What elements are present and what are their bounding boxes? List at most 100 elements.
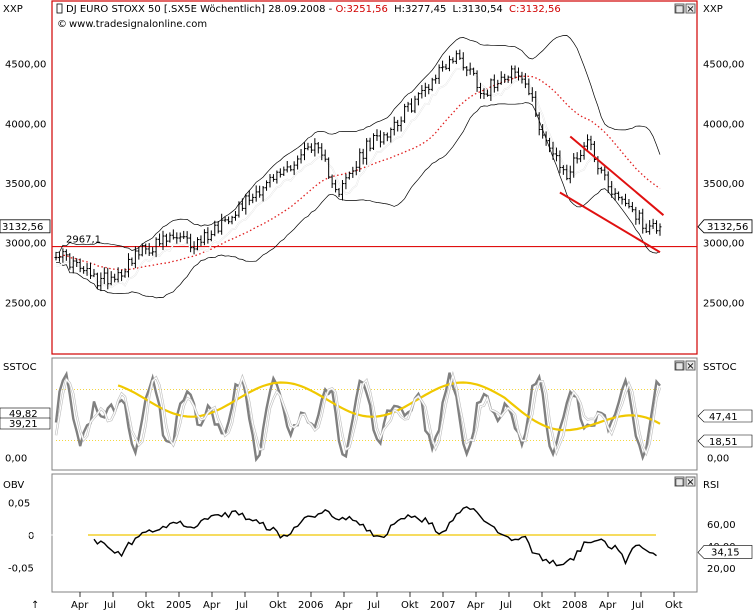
price-bar — [358, 148, 362, 172]
maximize-button[interactable] — [674, 3, 685, 14]
price-bar — [568, 165, 572, 184]
title-bar: DJ EURO STOXX 50 [.SX5E Wöchentlich] 28.… — [56, 3, 561, 30]
price-bar — [520, 71, 524, 84]
x-axis: Apr Jul Okt 2005 Apr Jul Okt 2006 Apr Jul Okt 2007 A… — [31, 592, 683, 611]
price-bar — [378, 130, 382, 148]
price-bar — [523, 73, 527, 89]
price-bar — [303, 142, 307, 161]
price-bar — [485, 89, 489, 97]
svg-text:DJ EURO STOXX 50 [.SX5E Wöche: DJ EURO STOXX 50 [.SX5E Wöchentlich] 28.… — [66, 4, 561, 15]
price-bar — [202, 229, 206, 246]
price-bar — [123, 268, 127, 278]
price-bar — [454, 50, 458, 65]
x-axis-tick-label: Jul — [631, 600, 644, 611]
trend-channel-line — [559, 191, 661, 254]
stoch-d-line — [55, 373, 661, 455]
x-axis-tick-label: Apr — [467, 600, 485, 611]
price-bar — [320, 143, 324, 161]
price-bar — [230, 215, 234, 225]
maximize-button[interactable] — [674, 360, 685, 371]
price-bar — [565, 164, 569, 181]
price-bar — [434, 74, 438, 84]
price-bar — [499, 71, 503, 85]
price-bar — [451, 57, 455, 64]
price-bar — [82, 266, 86, 274]
price-bar — [623, 193, 627, 207]
close-icon: × — [686, 361, 694, 372]
price-bar — [409, 98, 413, 113]
price-ytick-label-left: 2500,00 — [5, 298, 46, 309]
price-bar — [413, 95, 417, 114]
price-bar — [575, 152, 579, 164]
price-bar — [403, 103, 407, 124]
price-bar — [265, 180, 269, 191]
price-bar — [240, 198, 244, 212]
price-bar — [416, 92, 420, 106]
maximize-button[interactable] — [674, 476, 685, 487]
price-bar — [68, 253, 72, 270]
support-line-label: 2967,1 — [66, 235, 101, 246]
price-bar — [57, 251, 61, 262]
price-bar — [133, 246, 137, 269]
price-bar — [461, 52, 465, 71]
dotted-moving-average — [55, 75, 661, 271]
price-bar — [465, 66, 469, 77]
price-bar — [637, 210, 641, 225]
price-bar — [389, 127, 393, 143]
x-axis-tick-label: Jul — [367, 600, 380, 611]
price-bar — [175, 232, 179, 244]
price-bar — [558, 150, 562, 174]
x-axis-tick-label: 2006 — [298, 600, 323, 611]
x-axis-tick-label: Okt — [137, 600, 155, 611]
price-bar — [420, 85, 424, 99]
instrument-title: DJ EURO STOXX 50 [.SX5E Wöchentlich] 28.… — [66, 4, 325, 15]
price-bar — [368, 137, 372, 152]
price-bar — [572, 153, 576, 178]
close-button[interactable] — [685, 360, 696, 371]
trend-channel-line — [569, 135, 665, 216]
price-bar — [275, 170, 279, 184]
price-bar — [582, 142, 586, 160]
price-bar — [299, 149, 303, 164]
price-bar — [375, 129, 379, 141]
price-bar — [254, 185, 258, 202]
price-bar — [627, 199, 631, 209]
price-bar — [354, 160, 358, 176]
price-bar — [106, 267, 110, 290]
price-bar — [140, 243, 144, 257]
price-bar — [340, 180, 344, 201]
price-bar — [182, 230, 186, 240]
price-bar — [85, 263, 89, 276]
stoch-right-value-tag — [697, 409, 753, 423]
close-button[interactable] — [685, 3, 696, 14]
price-bar — [351, 166, 355, 178]
price-bar — [233, 211, 237, 221]
stoch-right-zero-label: 0,00 — [707, 454, 729, 465]
price-bar — [530, 87, 534, 102]
obv-left-axis-label: OBV — [3, 480, 24, 491]
price-bar — [154, 237, 158, 258]
price-bar — [510, 65, 514, 84]
obv-ytick-label-left: 0,05 — [8, 499, 30, 510]
price-bar — [178, 232, 182, 243]
price-bar — [95, 272, 99, 290]
price-bar — [309, 143, 313, 153]
x-axis-tick-label: Jul — [235, 600, 248, 611]
obv-panel-buttons: □ × — [674, 476, 696, 488]
price-bar — [306, 142, 310, 151]
price-bar — [327, 157, 331, 179]
price-bar — [541, 124, 545, 139]
price-bar — [189, 233, 193, 253]
price-bar — [527, 78, 531, 96]
price-bar — [599, 166, 603, 174]
price-bar — [492, 74, 496, 93]
price-bar — [423, 82, 427, 97]
stoch-left-axis-label: SSTOC — [3, 362, 37, 373]
close-button[interactable] — [685, 476, 696, 487]
price-bar — [192, 241, 196, 255]
price-bar — [606, 171, 610, 194]
x-axis-tick-label: Okt — [665, 600, 683, 611]
price-bar — [620, 196, 624, 205]
high-value: H:3277,45 — [394, 4, 446, 15]
